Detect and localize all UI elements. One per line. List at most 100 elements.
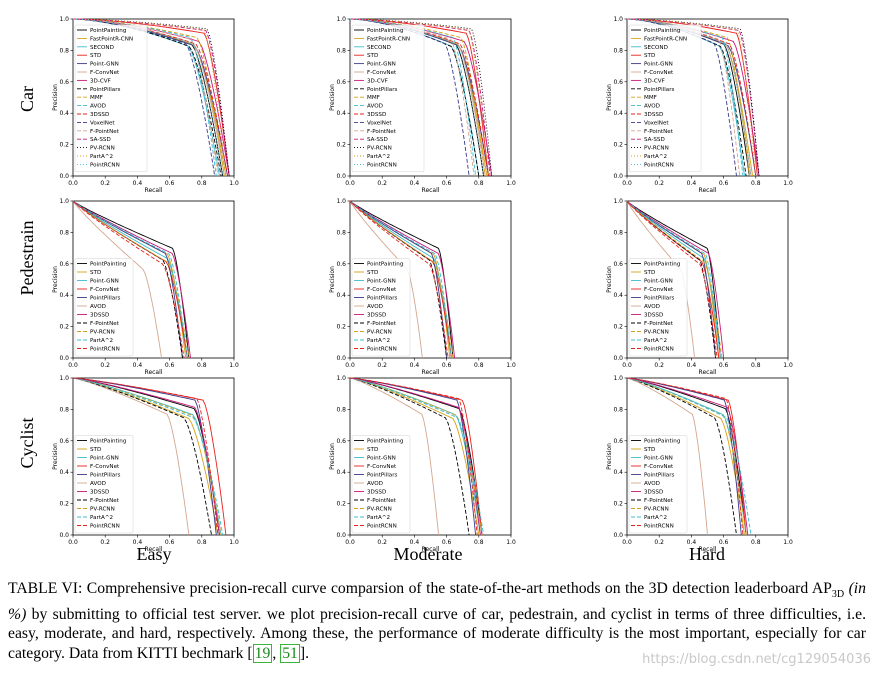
legend-label: F-PointNet — [90, 321, 120, 327]
series-parta-2 — [350, 18, 489, 177]
legend-label: PartA^2 — [90, 515, 113, 521]
x-tick-label: 0.2 — [377, 362, 387, 369]
legend-label: STD — [644, 53, 655, 59]
y-tick-label: 0.0 — [336, 532, 346, 539]
legend-label: F-ConvNet — [644, 464, 674, 470]
legend-label: MMF — [90, 95, 103, 101]
series-pointpainting — [349, 200, 454, 359]
x-tick-label: 1.0 — [783, 362, 793, 369]
y-tick-label: 1.0 — [336, 375, 346, 382]
legend-label: F-ConvNet — [644, 287, 674, 293]
citation-19[interactable]: 19 — [252, 643, 273, 663]
legend-box — [628, 435, 688, 534]
legend-label: PointPillars — [644, 296, 675, 302]
series-point-gnn — [626, 200, 721, 359]
y-tick-label: 0.2 — [336, 501, 346, 508]
legend-label: PointPainting — [644, 439, 681, 445]
series-voxelnet — [72, 18, 216, 177]
row-label-cyclist: Cyclist — [17, 417, 37, 469]
x-tick-label: 0.4 — [687, 362, 697, 369]
legend-label: PV-RCNN — [644, 330, 669, 336]
legend-label: PointRCNN — [90, 347, 120, 353]
x-tick-label: 0.4 — [133, 539, 143, 546]
citation-51[interactable]: 51 — [280, 643, 300, 663]
series-parta-2 — [626, 377, 752, 536]
y-tick-label: 1.0 — [59, 16, 69, 23]
y-tick-label: 0.0 — [336, 355, 346, 362]
panel-pedestrain-easy: 0.00.0 0.2 0.2 0.4 0.4 0.6 0.6 0.8 0.8 1.0 1.0 Reca… — [52, 198, 239, 376]
legend-label: Point-GNN — [367, 456, 396, 462]
legend-label: SA-SSD — [644, 137, 665, 143]
y-tick-label: 0.4 — [613, 469, 623, 476]
legend-box — [351, 24, 425, 173]
legend-label: 3DSSD — [367, 112, 386, 118]
legend-label: 3DSSD — [90, 313, 109, 319]
x-tick-label: 0.6 — [442, 180, 452, 187]
legend-label: PointPainting — [644, 28, 681, 34]
x-tick-label: 0.6 — [719, 539, 729, 546]
legend: PointPainting FastPointR-CNN SECOND STD Poin… — [351, 24, 425, 173]
y-tick-label: 0.6 — [336, 261, 346, 268]
legend-label: PV-RCNN — [644, 146, 669, 152]
series-avod — [626, 377, 708, 536]
caption-cite-open: [ — [247, 644, 253, 662]
legend-label: F-PointNet — [367, 321, 397, 327]
legend: PointPainting FastPointR-CNN SECOND STD Poin… — [74, 24, 148, 173]
series-avod — [72, 200, 163, 359]
series-pointrcnn — [626, 200, 718, 359]
x-tick-label: 0.8 — [474, 180, 484, 187]
x-tick-label: 1.0 — [506, 180, 516, 187]
legend-label: PointPillars — [644, 473, 675, 479]
x-tick-label: 0.0 — [68, 539, 78, 546]
legend-label: VoxelNet — [644, 120, 669, 126]
legend-box — [351, 258, 411, 357]
panel-car-moderate: 0.00.0 0.2 0.2 0.4 0.4 0.6 0.6 0.8 0.8 1.0 1.0 Reca… — [329, 16, 516, 194]
x-axis-label: Recall — [422, 187, 440, 194]
y-tick-label: 0.0 — [59, 173, 69, 180]
y-tick-label: 1.0 — [613, 16, 623, 23]
y-tick-label: 0.0 — [59, 355, 69, 362]
legend-label: AVOD — [367, 104, 383, 110]
x-tick-label: 0.8 — [751, 362, 761, 369]
x-tick-label: 0.6 — [165, 362, 175, 369]
y-tick-label: 0.4 — [336, 292, 346, 299]
legend-label: Point-GNN — [90, 279, 119, 285]
x-tick-label: 0.6 — [719, 180, 729, 187]
legend-box — [351, 435, 411, 534]
legend: PointPainting FastPointR-CNN SECOND STD Poin… — [628, 24, 702, 173]
legend-label: PartA^2 — [367, 154, 390, 160]
legend-box — [628, 258, 688, 357]
x-axis-label: Recall — [145, 369, 163, 376]
legend-box — [74, 258, 134, 357]
y-axis-label: Precision — [52, 443, 59, 470]
legend-label: AVOD — [90, 481, 106, 487]
legend: PointPainting STD Point-GNN F-ConvNet PointP… — [351, 435, 411, 534]
x-tick-label: 0.4 — [687, 180, 697, 187]
legend-label: STD — [367, 270, 378, 276]
x-tick-label: 0.8 — [474, 539, 484, 546]
legend-label: PartA^2 — [644, 154, 667, 160]
col-label-hard: Hard — [689, 544, 725, 564]
y-tick-label: 1.0 — [613, 375, 623, 382]
legend-label: PointRCNN — [367, 347, 397, 353]
col-label-easy: Easy — [136, 544, 172, 564]
x-tick-label: 0.2 — [377, 180, 387, 187]
legend-label: STD — [90, 447, 101, 453]
series-f-pointnet — [626, 377, 737, 536]
series-parta-2 — [627, 18, 757, 177]
legend-label: F-PointNet — [644, 129, 674, 135]
legend-label: 3D-CVF — [90, 78, 111, 84]
legend-label: PV-RCNN — [644, 507, 669, 513]
legend-label: Point-GNN — [644, 62, 673, 68]
y-axis-label: Precision — [606, 443, 613, 470]
legend-label: STD — [90, 270, 101, 276]
x-tick-label: 1.0 — [783, 180, 793, 187]
legend-label: AVOD — [644, 304, 660, 310]
legend: PointPainting STD Point-GNN F-ConvNet PointP… — [74, 258, 134, 357]
y-tick-label: 0.2 — [59, 142, 69, 149]
panel-pedestrain-hard: 0.00.0 0.2 0.2 0.4 0.4 0.6 0.6 0.8 0.8 1.0 1.0 Reca… — [606, 198, 793, 376]
y-tick-label: 0.8 — [59, 229, 69, 236]
legend-label: PointRCNN — [644, 347, 674, 353]
legend-label: PV-RCNN — [367, 330, 392, 336]
series-pointpillars — [72, 200, 183, 359]
